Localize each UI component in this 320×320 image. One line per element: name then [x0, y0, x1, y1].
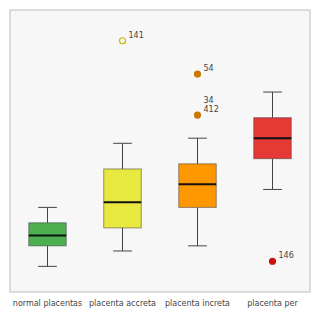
whisker-cap [263, 92, 282, 93]
whisker [47, 207, 48, 222]
outlier-label: 141 [129, 31, 144, 40]
outlier-label: 34412 [204, 96, 219, 114]
whisker-cap [38, 207, 57, 208]
whisker [122, 143, 123, 169]
marks [29, 38, 292, 267]
median [104, 201, 142, 203]
whisker [197, 207, 198, 245]
whisker [197, 138, 198, 164]
whisker [272, 92, 273, 118]
whisker-cap [38, 266, 57, 267]
whisker-cap [188, 138, 207, 139]
outlier [120, 38, 126, 44]
whisker [272, 159, 273, 190]
x-tick-label: placenta accreta [89, 299, 156, 308]
box [179, 164, 217, 208]
median [254, 137, 292, 139]
x-tick-label: normal placentas [13, 299, 82, 308]
outlier [195, 112, 201, 118]
x-tick-label: placenta increta [165, 299, 230, 308]
median [29, 235, 67, 237]
outlier-label: 146 [279, 251, 294, 260]
plot-frame [10, 10, 310, 292]
whisker-cap [263, 189, 282, 190]
whisker [122, 228, 123, 251]
box [104, 169, 142, 228]
box [254, 118, 292, 159]
outlier [195, 71, 201, 77]
outlier-label: 54 [204, 64, 214, 73]
x-tick-label: placenta per [247, 299, 298, 308]
chart: 141 54 34412 146 normal placentas placenta ac… [0, 0, 320, 320]
whisker-cap [113, 250, 132, 251]
whisker-cap [188, 245, 207, 246]
outlier [270, 258, 276, 264]
whisker-cap [113, 143, 132, 144]
whisker [47, 246, 48, 267]
box [29, 223, 67, 246]
median [179, 183, 217, 185]
